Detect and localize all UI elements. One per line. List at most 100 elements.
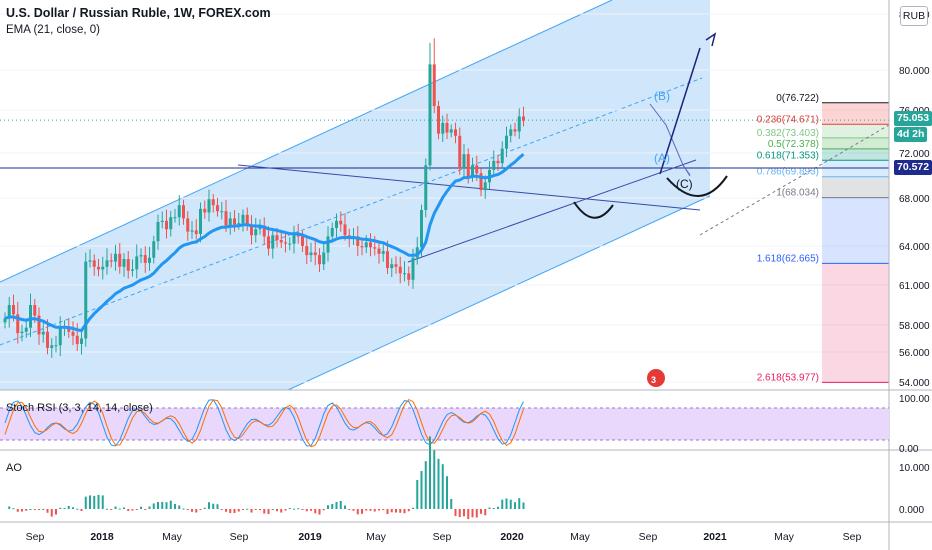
candle-body-80 — [343, 224, 347, 236]
fib-zone-0 — [822, 102, 889, 125]
ema-legend[interactable]: EMA (21, close, 0) — [6, 24, 100, 36]
ao-bar-114 — [488, 507, 491, 509]
candle-body-7 — [33, 305, 37, 316]
ao-bar-69 — [297, 508, 300, 510]
ao-bar-36 — [157, 501, 159, 509]
ao-bar-72 — [310, 509, 312, 511]
ao-bar-122 — [522, 502, 525, 509]
candle-body-31 — [135, 256, 139, 270]
ao-bar-7 — [33, 509, 36, 510]
candle-body-91 — [390, 264, 394, 269]
ao-bar-107 — [458, 509, 461, 518]
ao-legend[interactable]: AO — [6, 462, 22, 474]
ao-bar-120 — [514, 502, 516, 509]
ao-bar-91 — [390, 509, 393, 513]
ao-bar-27 — [118, 508, 121, 510]
ao-bar-56 — [242, 509, 244, 510]
ao-bar-41 — [178, 505, 181, 509]
ao-bar-112 — [480, 509, 482, 514]
fib-level-label-2: 0.382(73.403) — [757, 128, 819, 139]
candle-body-121 — [517, 116, 521, 132]
projection-arrow-line — [659, 47, 701, 175]
ao-bar-52 — [225, 509, 227, 512]
candle-body-103 — [441, 122, 445, 134]
ao-bar-23 — [101, 495, 104, 509]
candle-body-65 — [279, 240, 283, 243]
fib-level-label-8: 2.618(53.977) — [757, 372, 819, 383]
candle-body-9 — [41, 331, 45, 335]
currency-badge[interactable]: RUB — [900, 6, 928, 26]
candle-body-22 — [97, 266, 100, 270]
ao-bar-45 — [195, 509, 198, 513]
ao-bar-8 — [38, 509, 40, 510]
ao-bar-11 — [50, 509, 53, 517]
wave-label-a: (A) — [654, 151, 670, 165]
candle-body-87 — [373, 247, 377, 249]
candle-body-48 — [207, 199, 211, 213]
candle-body-78 — [335, 220, 338, 228]
candle-body-75 — [322, 252, 326, 265]
candle-body-43 — [186, 218, 190, 232]
ao-bar-66 — [284, 509, 287, 511]
ao-axis-label-10: 10.000 — [899, 463, 930, 474]
fib-zone-3 — [822, 148, 889, 161]
event-marker — [647, 369, 665, 387]
fib-zone-6 — [822, 197, 889, 264]
ao-bar-89 — [382, 509, 385, 510]
symbol-title[interactable]: U.S. Dollar / Russian Ruble, 1W, FOREX.c… — [6, 6, 271, 20]
candle-body-90 — [386, 251, 389, 269]
fib-level-label-4: 0.618(71.353) — [757, 150, 819, 161]
candle-body-102 — [437, 106, 440, 134]
fib-level-label-5: 0.786(69.893) — [757, 167, 819, 178]
ao-bar-93 — [399, 509, 402, 513]
candle-body-73 — [313, 252, 317, 256]
candle-body-39 — [169, 217, 173, 230]
ao-bar-24 — [106, 508, 108, 510]
ao-bar-104 — [446, 476, 448, 509]
candle-body-2 — [12, 305, 15, 315]
candle-body-111 — [475, 165, 479, 174]
candle-body-26 — [114, 253, 117, 262]
candle-body-57 — [245, 214, 249, 225]
ao-bar-109 — [467, 509, 470, 520]
ao-bar-46 — [199, 509, 202, 510]
ao-bar-78 — [335, 501, 338, 509]
candle-body-0 — [3, 318, 7, 323]
ao-bar-50 — [216, 504, 219, 509]
ao-bar-111 — [475, 509, 478, 518]
ao-bar-2 — [12, 508, 15, 510]
ao-bar-102 — [437, 458, 440, 509]
candle-body-36 — [156, 222, 160, 242]
ao-bar-47 — [203, 507, 206, 509]
channel-upper-line — [0, 0, 613, 283]
ao-bar-20 — [89, 495, 91, 509]
time-axis-label-9: Sep — [639, 531, 658, 543]
ao-bar-61 — [263, 509, 266, 514]
ao-bar-80 — [344, 505, 346, 509]
candle-body-11 — [50, 345, 54, 348]
candle-body-29 — [126, 259, 130, 271]
candle-body-101 — [432, 64, 436, 106]
ao-bar-65 — [280, 509, 283, 513]
candle-body-92 — [394, 264, 398, 267]
candle-body-55 — [237, 223, 241, 225]
ao-bar-54 — [233, 509, 236, 514]
ao-bar-19 — [84, 496, 87, 509]
projection-arrow-head — [705, 32, 717, 47]
fib-level-label-6: 1(68.034) — [776, 188, 819, 199]
ao-bar-28 — [123, 507, 125, 509]
stoch-rsi-legend[interactable]: Stoch RSI (3, 3, 14, 14, close) — [6, 402, 153, 414]
ao-bar-70 — [301, 509, 304, 510]
ao-bar-60 — [259, 509, 261, 510]
candle-body-20 — [88, 260, 92, 262]
fib-zone-7 — [822, 263, 889, 383]
ao-bar-48 — [208, 502, 210, 509]
candle-body-79 — [339, 220, 343, 225]
ao-bar-62 — [267, 509, 270, 515]
candle-body-16 — [71, 331, 75, 336]
fib-level-label-3: 0.5(72.378) — [768, 139, 819, 150]
ao-bar-33 — [144, 509, 147, 510]
ao-bar-110 — [471, 509, 474, 518]
candle-body-107 — [458, 135, 462, 169]
